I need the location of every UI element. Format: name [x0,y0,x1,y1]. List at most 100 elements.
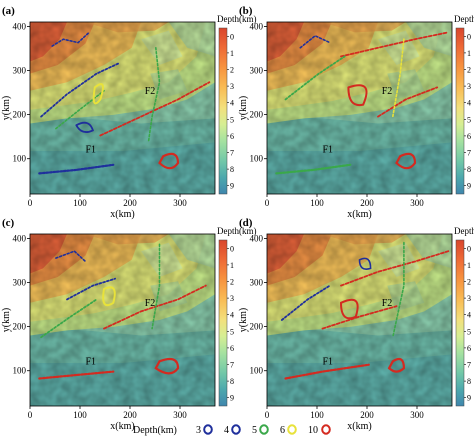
colorbar-tick-label: 1 [467,49,471,58]
depth-colorbar: Depth(km) 0 1 2 3 4 5 6 7 8 9 [454,14,474,195]
colorbar-tick-label: 0 [230,244,234,253]
fault-trace [75,121,94,133]
plot-frame [266,21,453,195]
fault-label-f2: F2 [145,86,156,97]
x-tick-label: 200 [360,410,374,420]
y-tick-label: 300 [13,66,27,76]
colorbar-tick-label: 8 [230,377,234,386]
colorbar-tick-label: 6 [467,344,471,353]
plot-frame [29,233,216,407]
fault-trace [347,84,368,107]
colorbar-tick-label: 1 [467,261,471,270]
legend-value: 10 [308,425,318,436]
y-axis-label: y(km) [1,96,12,120]
x-tick-label: 300 [410,198,424,208]
y-tick-label: 300 [250,66,264,76]
colorbar-title: Depth(km) [454,226,474,236]
colorbar-tick-label: 8 [467,165,471,174]
colorbar-tick-label: 3 [230,294,234,303]
depth-colorbar: Depth(km) 0 1 2 3 4 5 6 7 8 9 [217,14,257,195]
colorbar-tick-label: 9 [230,394,234,403]
y-tick-label: 200 [250,110,264,120]
colorbar-tick-label: 6 [230,344,234,353]
x-axis-label: x(km) [110,421,134,432]
legend-marker [231,424,241,435]
panel-label: (a) [2,5,15,17]
y-tick-label: 200 [13,110,27,120]
fault-trace [284,363,370,380]
fault-trace [92,83,104,105]
y-tick-label: 100 [13,154,27,164]
colorbar-tick-label: 5 [467,327,471,336]
topography-map [30,22,215,194]
x-axis-label: x(km) [347,209,371,220]
fault-trace [280,284,331,321]
y-axis-label: y(km) [238,308,249,332]
colorbar-tick-label: 5 [467,115,471,124]
colorbar-tick-label: 7 [230,149,234,158]
y-tick-label: 100 [250,366,264,376]
panel-label: (d) [239,217,253,229]
colorbar-tick-label: 5 [230,327,234,336]
legend-marker [259,424,269,435]
colorbar-tick-label: 2 [230,278,234,287]
y-tick-label: 300 [13,278,27,288]
colorbar-tick-label: 6 [230,132,234,141]
fault-trace [38,163,115,175]
y-axis-label: y(km) [1,308,12,332]
x-tick-label: 300 [173,410,187,420]
colorbar-tick-label: 7 [467,361,471,370]
legend-marker [321,424,331,435]
fault-trace [154,357,180,375]
depth-legend: Depth(km) 3 4 5 6 10 [133,424,331,436]
fault-trace [158,152,180,170]
colorbar-tick-label: 8 [467,377,471,386]
colorbar-tick-label: 3 [467,294,471,303]
fault-label-f2: F2 [145,298,156,309]
fault-trace [51,31,90,47]
legend-marker [203,424,213,435]
x-tick-label: 0 [28,198,33,208]
y-tick-label: 200 [13,322,27,332]
colorbar-title: Depth(km) [217,14,257,24]
x-tick-label: 200 [123,198,137,208]
fault-trace [99,81,211,137]
panel-d: (d) F1 F2 0 100 200 300 100 200 300 400 x(km) y(km) D… [238,217,474,432]
colorbar-tick-label: 2 [230,66,234,75]
colorbar-tick-label: 7 [230,361,234,370]
fault-trace [377,86,439,118]
colorbar-title: Depth(km) [454,14,474,24]
fault-trace [392,241,405,338]
colorbar-tick-label: 9 [467,182,471,191]
colorbar-tick-label: 3 [467,82,471,91]
y-tick-label: 300 [250,278,264,288]
colorbar-tick-label: 0 [230,32,234,41]
y-tick-label: 200 [250,322,264,332]
colorbar-tick-label: 6 [467,132,471,141]
x-tick-label: 200 [360,198,374,208]
colorbar-gradient [218,27,228,195]
x-tick-label: 100 [310,198,324,208]
fault-trace [151,243,161,330]
fault-trace [284,55,346,101]
fault-trace [147,47,161,144]
colorbar-tick-label: 7 [467,149,471,158]
anomaly-traces [280,241,450,380]
fault-trace [102,286,116,307]
fault-label-f1: F1 [86,357,97,368]
x-tick-label: 0 [265,410,270,420]
y-tick-label: 400 [250,21,264,31]
colorbar-title: Depth(km) [217,226,257,236]
colorbar-tick-label: 4 [230,99,234,108]
fault-trace [340,298,359,320]
colorbar-tick-label: 5 [230,115,234,124]
fault-trace [275,163,352,175]
fault-trace [66,277,116,301]
legend-value: 6 [280,425,285,436]
x-axis-label: x(km) [347,421,371,432]
fault-trace [55,90,105,130]
fault-trace [392,38,405,118]
x-tick-label: 0 [265,198,270,208]
